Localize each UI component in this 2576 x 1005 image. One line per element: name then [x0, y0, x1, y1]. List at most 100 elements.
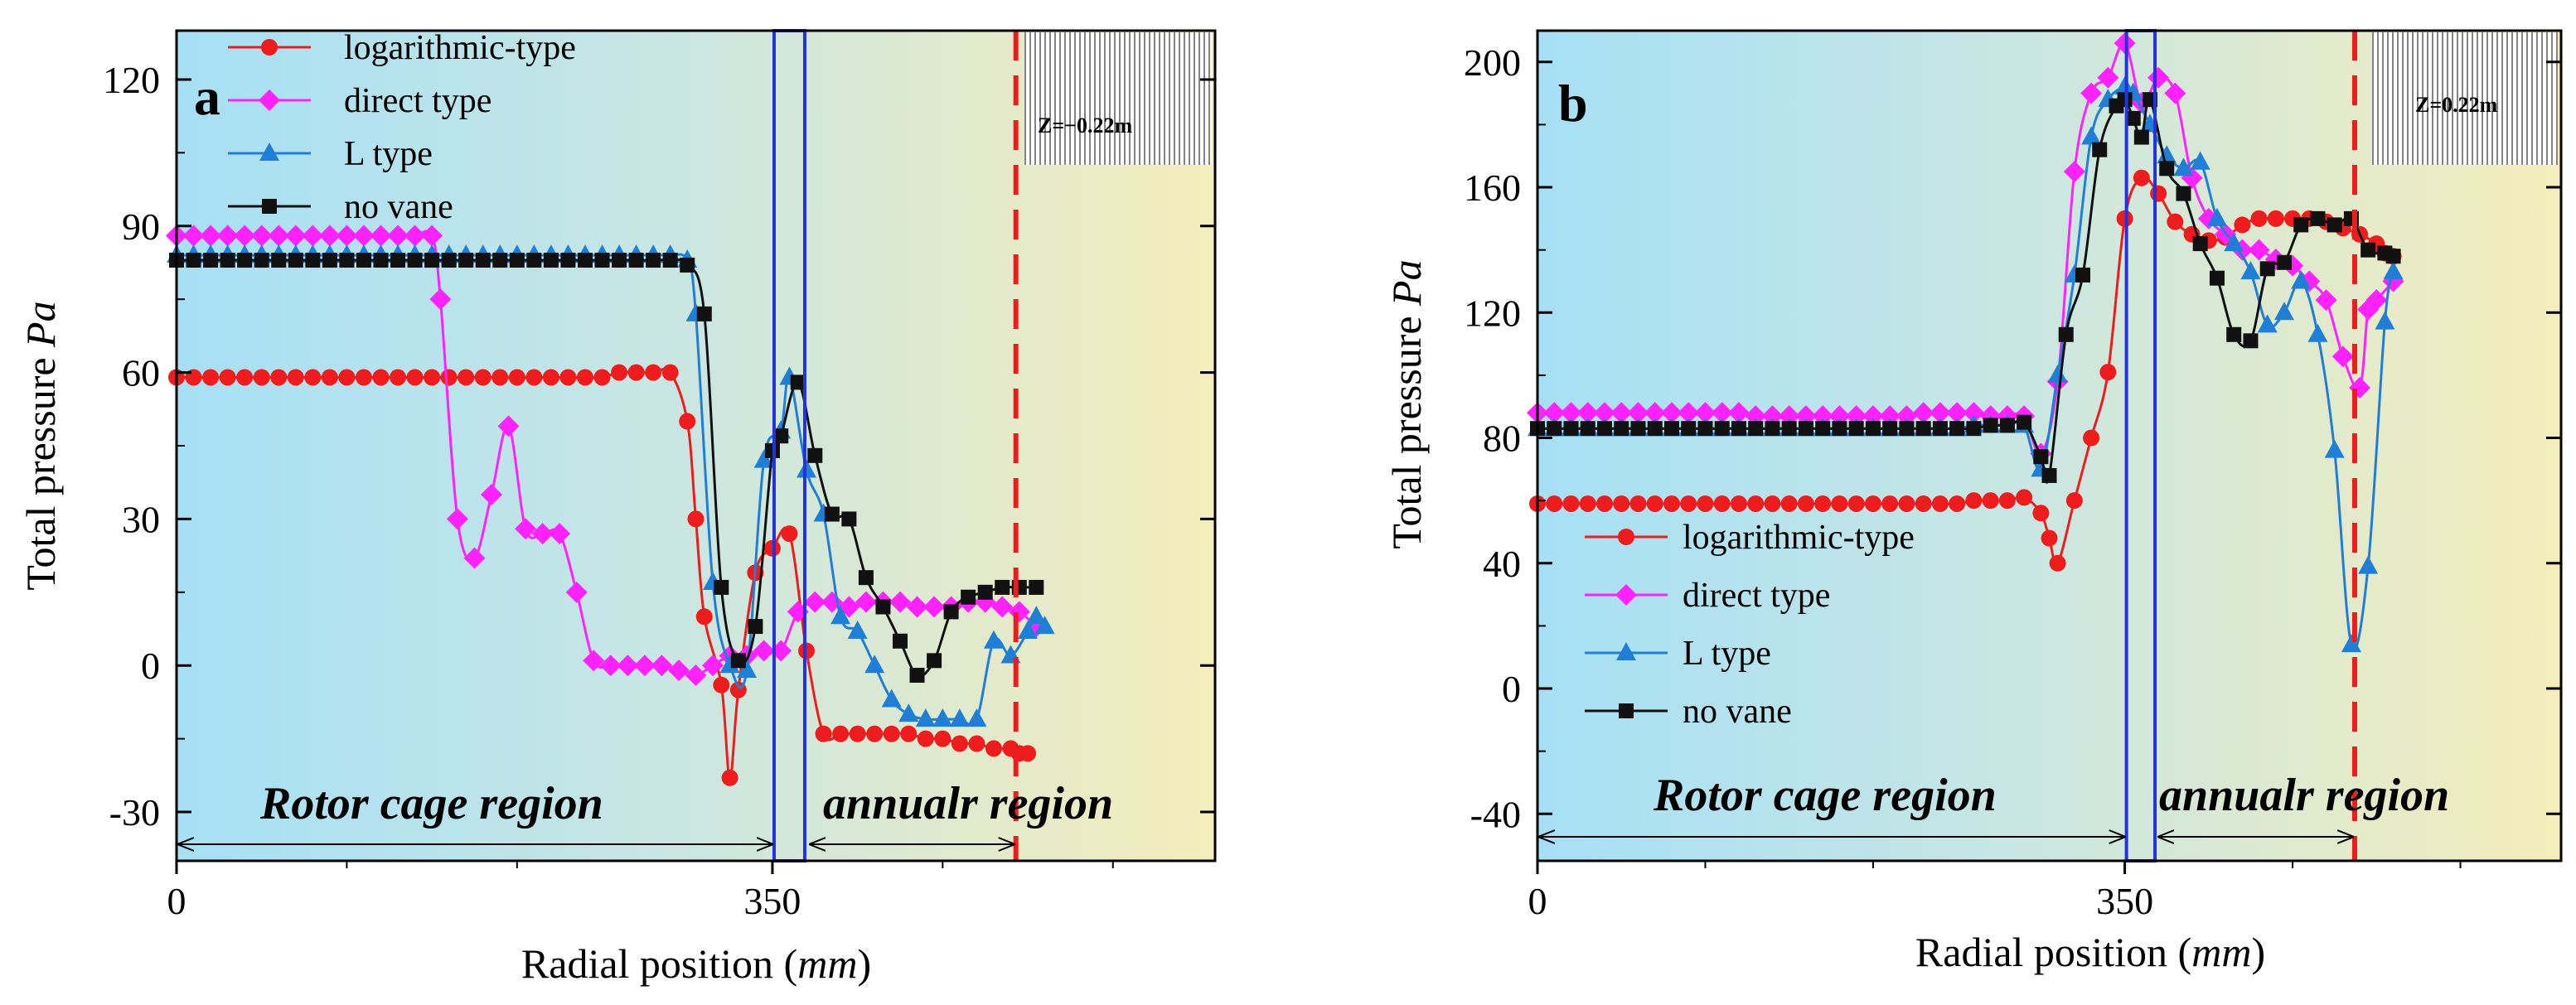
data-point — [2234, 216, 2251, 234]
data-point — [1864, 495, 1881, 512]
data-point — [2315, 289, 2337, 312]
data-point — [1727, 402, 1750, 424]
x-axis-label-prefix: Radial position ( — [1915, 929, 2191, 975]
data-point — [1730, 495, 1747, 512]
data-point — [1714, 421, 1730, 437]
legend-marker — [261, 39, 278, 56]
data-point — [2080, 82, 2103, 104]
y-tick-label: 120 — [1464, 292, 1521, 334]
data-point — [2206, 207, 2227, 226]
data-point — [1711, 402, 1733, 424]
x-axis-label-unit: mm — [797, 940, 857, 987]
data-point — [773, 428, 789, 444]
data-point — [577, 253, 593, 268]
data-point — [645, 364, 662, 381]
data-point — [474, 369, 491, 386]
data-point — [338, 369, 356, 386]
data-point — [2017, 414, 2032, 430]
data-point — [2240, 261, 2261, 280]
data-point — [838, 596, 860, 618]
data-point — [790, 374, 806, 390]
data-point — [599, 655, 622, 677]
y-tick-label: 60 — [122, 352, 160, 394]
data-point — [883, 725, 900, 742]
data-point — [525, 369, 543, 386]
data-point — [2361, 242, 2376, 258]
data-point — [617, 655, 639, 677]
legend-marker — [262, 199, 277, 214]
data-point — [216, 225, 239, 247]
data-point — [2041, 529, 2058, 547]
data-point — [934, 730, 951, 747]
data-point — [2375, 311, 2395, 330]
data-point — [651, 655, 673, 677]
data-point — [611, 364, 628, 381]
y-tick-label: 40 — [1483, 543, 1521, 585]
data-point — [807, 447, 823, 463]
data-point — [287, 369, 304, 386]
data-point — [781, 525, 798, 543]
data-point — [2226, 326, 2242, 342]
data-point — [2307, 323, 2328, 342]
data-point — [830, 606, 851, 625]
data-point — [1882, 421, 1898, 437]
data-point — [526, 253, 542, 268]
data-point — [612, 253, 627, 268]
data-point — [2159, 161, 2175, 176]
data-point — [2331, 345, 2354, 368]
y-tick-label: 120 — [103, 59, 160, 101]
data-point — [2157, 145, 2177, 164]
data-point — [441, 253, 457, 268]
series-layer — [166, 225, 1055, 786]
data-point — [458, 369, 475, 386]
data-point — [429, 288, 452, 311]
data-point — [2063, 161, 2085, 183]
x-axis-label: Radial position (mm) — [1915, 929, 2265, 975]
data-point — [583, 650, 605, 672]
data-point — [1026, 606, 1047, 625]
data-point — [1018, 620, 1039, 639]
panel-label: b — [1558, 74, 1588, 133]
data-point — [1644, 402, 1666, 424]
y-axis-label-unit: Pa — [17, 301, 64, 348]
data-point — [1647, 421, 1663, 437]
data-point — [549, 523, 571, 545]
x-tick-label: 350 — [743, 880, 801, 922]
data-point — [2243, 333, 2259, 349]
y-tick-label: -30 — [109, 791, 160, 833]
y-tick-label: 80 — [1483, 418, 1521, 460]
data-point — [2114, 32, 2136, 55]
data-point — [753, 449, 774, 468]
data-point — [492, 253, 508, 268]
x-axis: 0 350 — [1528, 861, 2462, 922]
data-point — [2248, 239, 2270, 261]
data-point — [1580, 421, 1595, 437]
data-point — [1610, 402, 1633, 424]
data-point — [236, 369, 254, 386]
data-point — [355, 369, 372, 386]
legend-marker — [259, 89, 280, 111]
data-point — [1999, 418, 2015, 433]
y-tick-label: 30 — [122, 498, 160, 540]
data-point — [1814, 495, 1832, 512]
mesh-inset: Z=−0.22m — [1024, 32, 1212, 165]
data-point — [1931, 495, 1949, 512]
mesh-inset: Z=0.22m — [2372, 32, 2558, 165]
plot-background — [177, 31, 1215, 861]
data-point — [559, 369, 577, 386]
data-point — [1596, 421, 1612, 437]
data-point — [679, 413, 696, 430]
data-point — [1747, 495, 1765, 512]
legend-label: no vane — [1683, 693, 1792, 731]
data-point — [824, 506, 840, 522]
y-tick-label: -40 — [1470, 793, 1521, 835]
inset-label: Z=0.22m — [2415, 93, 2498, 117]
data-point — [2133, 129, 2149, 145]
data-point — [1898, 495, 1915, 512]
data-point — [352, 225, 375, 247]
data-point — [1019, 745, 1037, 762]
data-point — [2058, 326, 2074, 342]
data-point — [2324, 439, 2345, 458]
data-point — [889, 591, 911, 613]
